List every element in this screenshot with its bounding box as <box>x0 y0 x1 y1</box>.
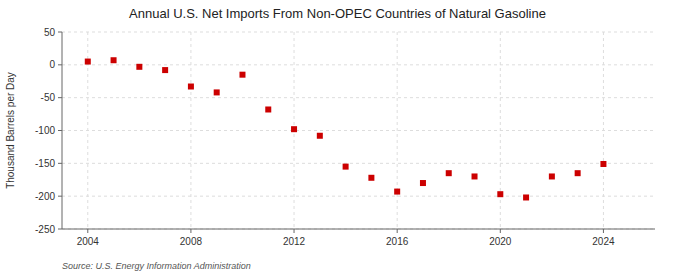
point <box>214 89 220 95</box>
y-tick-label: 0 <box>49 59 55 70</box>
y-tick <box>58 64 62 65</box>
point <box>343 164 349 170</box>
x-grid-line <box>397 32 398 229</box>
grid <box>62 32 655 229</box>
point <box>394 189 400 195</box>
point <box>317 133 323 139</box>
y-tick <box>58 229 62 230</box>
x-grid-line <box>603 32 604 229</box>
x-tick-label: 2016 <box>386 236 409 247</box>
y-grid-line <box>62 229 655 230</box>
point <box>472 173 478 179</box>
y-grid-line <box>62 64 655 65</box>
y-grid-line <box>62 163 655 164</box>
y-tick <box>58 196 62 197</box>
y-tick-label: -50 <box>41 92 56 103</box>
x-axis-line <box>62 229 655 230</box>
point <box>265 106 271 112</box>
chart: Annual U.S. Net Imports From Non-OPEC Co… <box>0 0 675 275</box>
y-tick <box>58 97 62 98</box>
x-tick <box>87 229 88 233</box>
y-tick <box>58 163 62 164</box>
point <box>446 170 452 176</box>
point <box>523 194 529 200</box>
x-tick-label: 2024 <box>592 236 615 247</box>
x-tick <box>190 229 191 233</box>
y-axis-label: Thousand Barrels per Day <box>5 72 16 189</box>
point <box>549 173 555 179</box>
y-grid-line <box>62 32 655 33</box>
point <box>111 57 117 63</box>
y-grid-line <box>62 196 655 197</box>
point <box>85 59 91 65</box>
x-tick <box>500 229 501 233</box>
y-tick-label: 50 <box>44 27 56 38</box>
x-grid-line <box>500 32 501 229</box>
y-tick-label: -250 <box>35 224 55 235</box>
y-tick <box>58 32 62 33</box>
y-tick <box>58 130 62 131</box>
source-note: Source: U.S. Energy Information Administ… <box>62 261 251 271</box>
point <box>162 67 168 73</box>
point <box>291 126 297 132</box>
point <box>136 64 142 70</box>
point <box>575 170 581 176</box>
title: Annual U.S. Net Imports From Non-OPEC Co… <box>129 6 546 21</box>
y-tick-label: -150 <box>35 158 55 169</box>
background <box>0 0 675 275</box>
points <box>85 57 607 200</box>
x-tick <box>294 229 295 233</box>
y-tick-label: -100 <box>35 125 55 136</box>
x-tick-label: 2004 <box>77 236 100 247</box>
x-tick-label: 2020 <box>489 236 512 247</box>
y-grid-line <box>62 97 655 98</box>
x-tick <box>397 229 398 233</box>
y-tick-label: -200 <box>35 191 55 202</box>
y-grid-line <box>62 130 655 131</box>
x-tick-label: 2008 <box>180 236 203 247</box>
x-tick <box>603 229 604 233</box>
point <box>188 84 194 90</box>
point <box>368 175 374 181</box>
point <box>600 161 606 167</box>
x-grid-line <box>190 32 191 229</box>
y-axis: -250 -200 -150 -100 -50 0 50 <box>35 27 62 235</box>
point <box>239 72 245 78</box>
point <box>497 191 503 197</box>
point <box>420 180 426 186</box>
x-tick-label: 2012 <box>283 236 306 247</box>
x-axis: 2004 2008 2012 2016 2020 2024 <box>77 229 615 247</box>
